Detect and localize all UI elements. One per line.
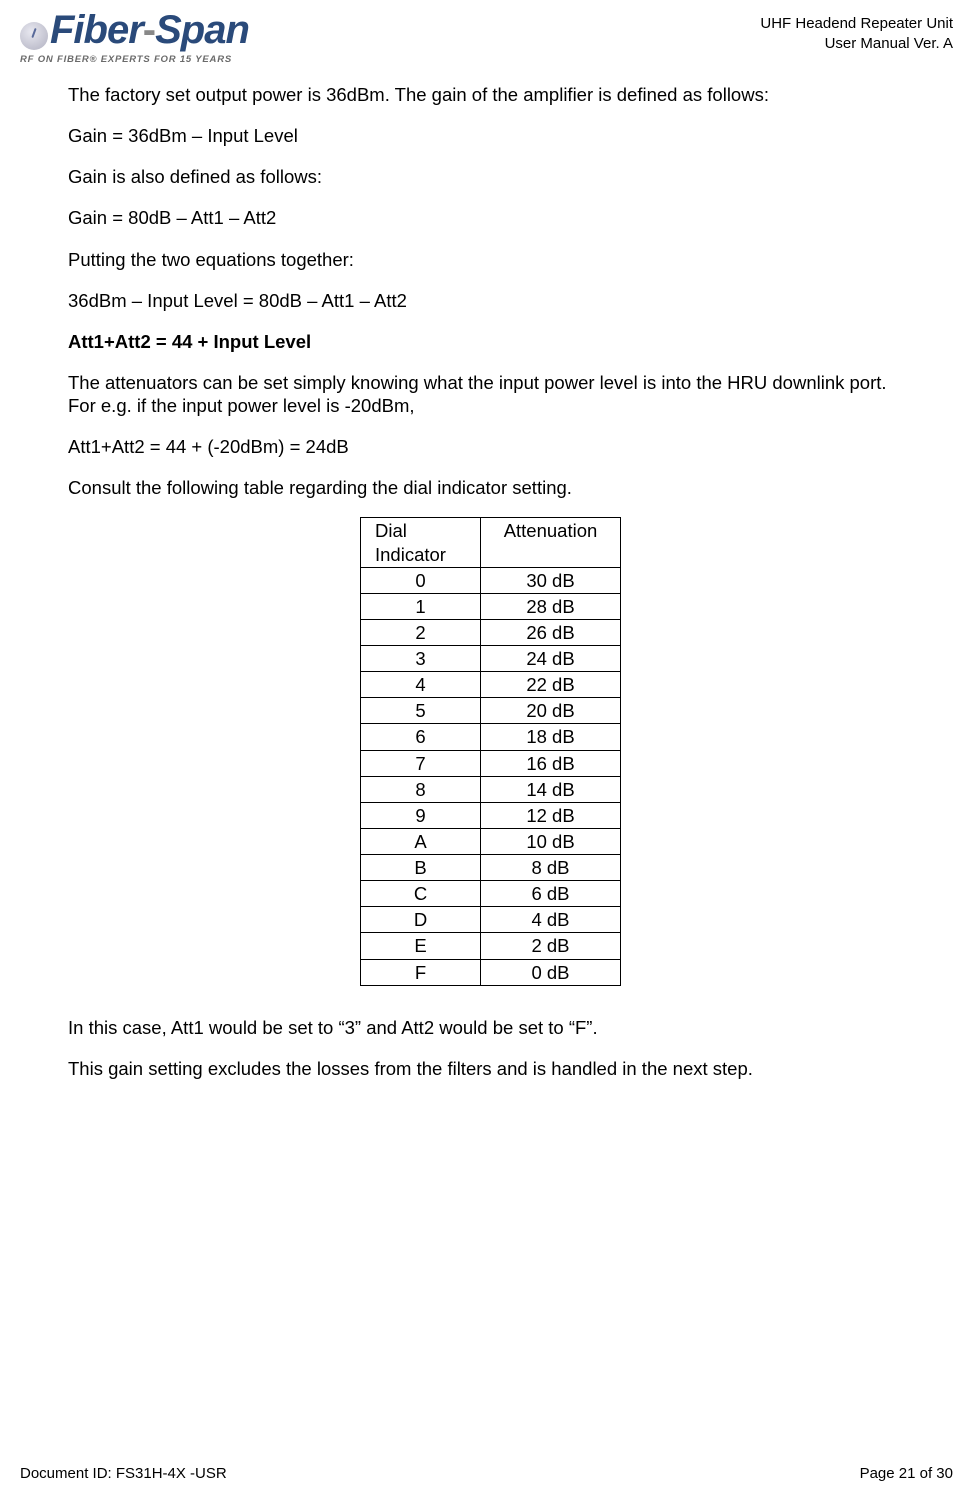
cell-attenuation: 12 dB <box>481 802 621 828</box>
table-row: 618 dB <box>361 724 621 750</box>
paragraph: This gain setting excludes the losses fr… <box>68 1057 913 1080</box>
paragraph: 36dBm – Input Level = 80dB – Att1 – Att2 <box>68 289 913 312</box>
table-row: C6 dB <box>361 881 621 907</box>
table-header-row: Dial Indicator Attenuation <box>361 518 621 567</box>
cell-dial: D <box>361 907 481 933</box>
cell-attenuation: 2 dB <box>481 933 621 959</box>
cell-attenuation: 4 dB <box>481 907 621 933</box>
cell-dial: F <box>361 959 481 985</box>
logo-block: Fiber-Span RF ON FIBER® EXPERTS FOR 15 Y… <box>20 10 249 65</box>
cell-dial: 5 <box>361 698 481 724</box>
table-row: 128 dB <box>361 593 621 619</box>
cell-dial: 1 <box>361 593 481 619</box>
cell-dial: 2 <box>361 619 481 645</box>
page-footer: Document ID: FS31H-4X -USR Page 21 of 30 <box>0 1465 973 1482</box>
cell-attenuation: 26 dB <box>481 619 621 645</box>
table-row: 324 dB <box>361 646 621 672</box>
footer-doc-id: Document ID: FS31H-4X -USR <box>20 1465 227 1482</box>
cell-dial: A <box>361 828 481 854</box>
cell-dial: 7 <box>361 750 481 776</box>
cell-attenuation: 6 dB <box>481 881 621 907</box>
table-header-attenuation: Attenuation <box>481 518 621 567</box>
table-row: 814 dB <box>361 776 621 802</box>
logo-tagline: RF ON FIBER® EXPERTS FOR 15 YEARS <box>20 54 249 65</box>
cell-dial: 3 <box>361 646 481 672</box>
table-header-dial: Dial Indicator <box>361 518 481 567</box>
page-header: Fiber-Span RF ON FIBER® EXPERTS FOR 15 Y… <box>0 0 973 65</box>
logo-wordmark: Fiber-Span <box>20 10 249 50</box>
paragraph: In this case, Att1 would be set to “3” a… <box>68 1016 913 1039</box>
table-row: 422 dB <box>361 672 621 698</box>
header-doc-title: UHF Headend Repeater Unit User Manual Ve… <box>760 10 953 55</box>
cell-dial: B <box>361 855 481 881</box>
header-doc-line-2: User Manual Ver. A <box>760 34 953 54</box>
table-row: 030 dB <box>361 567 621 593</box>
logo-text-right: Span <box>155 8 249 52</box>
cell-attenuation: 14 dB <box>481 776 621 802</box>
paragraph: The attenuators can be set simply knowin… <box>68 371 913 417</box>
cell-attenuation: 20 dB <box>481 698 621 724</box>
table-row: E2 dB <box>361 933 621 959</box>
table-row: F0 dB <box>361 959 621 985</box>
cell-attenuation: 8 dB <box>481 855 621 881</box>
paragraph: Putting the two equations together: <box>68 248 913 271</box>
cell-dial: E <box>361 933 481 959</box>
cell-dial: 0 <box>361 567 481 593</box>
cell-dial: 8 <box>361 776 481 802</box>
logo-hyphen: - <box>143 8 155 52</box>
footer-page-number: Page 21 of 30 <box>860 1465 953 1482</box>
table-row: D4 dB <box>361 907 621 933</box>
table-row: 716 dB <box>361 750 621 776</box>
page-content: The factory set output power is 36dBm. T… <box>0 65 973 1080</box>
cell-dial: 4 <box>361 672 481 698</box>
cell-attenuation: 16 dB <box>481 750 621 776</box>
table-row: 912 dB <box>361 802 621 828</box>
table-row: 520 dB <box>361 698 621 724</box>
logo-text-left: Fiber <box>50 8 143 52</box>
cell-attenuation: 30 dB <box>481 567 621 593</box>
cell-attenuation: 18 dB <box>481 724 621 750</box>
cell-attenuation: 10 dB <box>481 828 621 854</box>
globe-icon <box>20 22 48 50</box>
paragraph-bold: Att1+Att2 = 44 + Input Level <box>68 330 913 353</box>
table-row: A10 dB <box>361 828 621 854</box>
cell-dial: 9 <box>361 802 481 828</box>
paragraph: Gain = 36dBm – Input Level <box>68 124 913 147</box>
cell-dial: 6 <box>361 724 481 750</box>
cell-dial: C <box>361 881 481 907</box>
paragraph: Gain = 80dB – Att1 – Att2 <box>68 206 913 229</box>
table-row: B8 dB <box>361 855 621 881</box>
paragraph: Consult the following table regarding th… <box>68 476 913 499</box>
header-doc-line-1: UHF Headend Repeater Unit <box>760 14 953 34</box>
cell-attenuation: 0 dB <box>481 959 621 985</box>
paragraph: Gain is also defined as follows: <box>68 165 913 188</box>
cell-attenuation: 24 dB <box>481 646 621 672</box>
cell-attenuation: 28 dB <box>481 593 621 619</box>
cell-attenuation: 22 dB <box>481 672 621 698</box>
paragraph: Att1+Att2 = 44 + (-20dBm) = 24dB <box>68 435 913 458</box>
table-row: 226 dB <box>361 619 621 645</box>
paragraph: The factory set output power is 36dBm. T… <box>68 83 913 106</box>
attenuation-table: Dial Indicator Attenuation 030 dB128 dB2… <box>360 517 621 985</box>
